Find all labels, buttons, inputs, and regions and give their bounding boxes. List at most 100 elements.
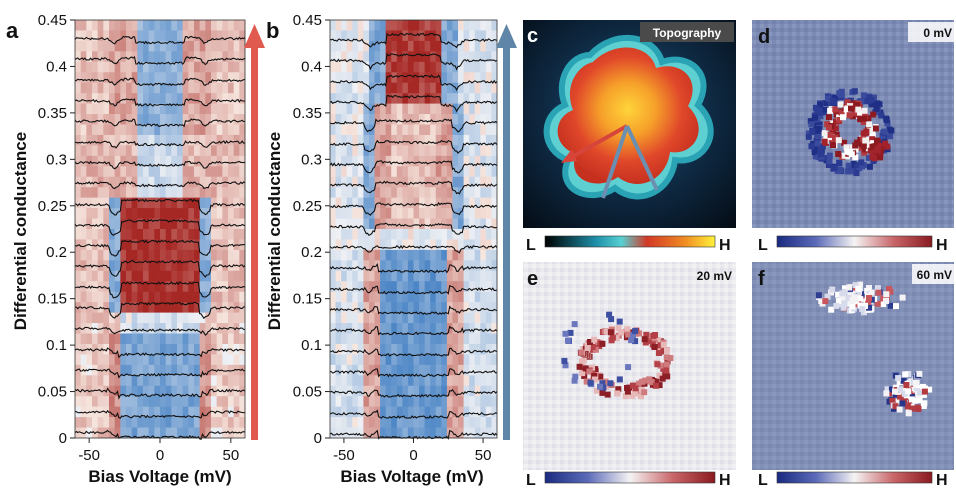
heatmap-cell: [391, 187, 398, 199]
heatmap-cell: [446, 61, 453, 73]
map-pixel: [652, 382, 659, 389]
heatmap-cell: [109, 364, 116, 376]
heatmap-cell: [205, 114, 212, 125]
heatmap-cell: [216, 249, 223, 261]
heatmap-cell: [109, 343, 116, 355]
heatmap-cell: [424, 302, 431, 313]
heatmap-cell: [357, 396, 364, 408]
heatmap-cell: [424, 312, 431, 324]
heatmap-cell: [126, 281, 133, 293]
heatmap-cell: [385, 187, 392, 199]
heatmap-cell: [75, 30, 82, 42]
heatmap-cell: [92, 396, 99, 408]
heatmap-cell: [205, 61, 212, 73]
heatmap-cell: [194, 124, 201, 136]
heatmap-cell: [199, 208, 206, 219]
heatmap-cell: [80, 93, 87, 104]
heatmap-cell: [352, 155, 359, 167]
heatmap-cell: [424, 229, 431, 240]
heatmap-cell: [419, 51, 426, 63]
map-pixel: [835, 151, 842, 157]
heatmap-cell: [92, 187, 99, 199]
heatmap-cell: [239, 427, 246, 439]
heatmap-cell: [211, 396, 218, 408]
heatmap-cell: [435, 82, 442, 94]
heatmap-cell: [233, 354, 240, 366]
map-pixel: [587, 339, 593, 345]
heatmap-cell: [485, 166, 492, 178]
arrow-blue: [496, 24, 517, 440]
heatmap-cell: [75, 197, 82, 209]
heatmap-cell: [120, 364, 127, 376]
heatmap-cell: [92, 20, 99, 31]
heatmap-cell: [228, 40, 235, 52]
map-pixel: [861, 295, 867, 302]
heatmap-cell: [363, 375, 370, 387]
heatmap-cell: [357, 40, 364, 52]
heatmap-cell: [385, 218, 392, 230]
heatmap-cell: [469, 291, 476, 303]
heatmap-cell: [480, 354, 487, 366]
heatmap-cell: [109, 187, 116, 199]
heatmap-cell: [374, 124, 381, 136]
heatmap-cell: [154, 427, 161, 439]
heatmap-cell: [435, 103, 442, 115]
heatmap-cell: [194, 354, 201, 366]
heatmap-cell: [491, 82, 498, 94]
heatmap-cell: [424, 61, 431, 73]
heatmap-cell: [188, 354, 195, 366]
heatmap-cell: [391, 197, 398, 209]
heatmap-cell: [199, 145, 206, 157]
heatmap-cell: [177, 343, 184, 355]
heatmap-cell: [194, 427, 201, 439]
heatmap-cell: [194, 51, 201, 63]
heatmap-cell: [469, 260, 476, 272]
heatmap-cell: [357, 82, 364, 94]
heatmap-cell: [474, 333, 481, 345]
heatmap-cell: [103, 239, 110, 251]
heatmap-cell: [357, 93, 364, 104]
map-pixel: [625, 331, 632, 338]
map-pixel: [877, 154, 884, 161]
heatmap-cell: [211, 333, 218, 345]
heatmap-cell: [233, 40, 240, 52]
heatmap-cell: [228, 114, 235, 125]
heatmap-cell: [80, 145, 87, 157]
heatmap-cell: [396, 375, 403, 387]
heatmap-cell: [352, 354, 359, 366]
heatmap-cell: [463, 375, 470, 387]
heatmap-cell: [171, 343, 178, 355]
heatmap-cell: [228, 218, 235, 230]
heatmap-cell: [233, 218, 240, 230]
heatmap-cell: [171, 385, 178, 397]
heatmap-cell: [424, 239, 431, 251]
heatmap-cell: [154, 103, 161, 115]
map-pixel: [855, 285, 862, 292]
heatmap-cell: [114, 406, 121, 418]
heatmap-cell: [199, 155, 206, 167]
heatmap-cell: [335, 93, 342, 104]
spectrum-line: [329, 32, 498, 49]
heatmap-cell: [188, 249, 195, 261]
colorbar-f-low: L: [758, 472, 768, 488]
map-pixel: [889, 397, 896, 404]
heatmap-cell: [228, 229, 235, 240]
heatmap-cell: [188, 40, 195, 52]
map-pixel: [814, 140, 821, 147]
heatmap-cell: [407, 218, 414, 230]
heatmap-cell: [469, 354, 476, 366]
heatmap-cell: [368, 145, 375, 157]
heatmap-cell: [407, 61, 414, 73]
heatmap-cell: [469, 364, 476, 376]
heatmap-cell: [385, 40, 392, 52]
heatmap-cell: [92, 270, 99, 282]
heatmap-cell: [171, 417, 178, 428]
spectrum-line: [329, 347, 498, 357]
heatmap-cell: [413, 187, 420, 199]
heatmap-cell: [335, 124, 342, 136]
heatmap-cell: [335, 249, 342, 261]
heatmap-cell: [396, 145, 403, 157]
heatmap-cell: [228, 145, 235, 157]
heatmap-cell: [430, 134, 437, 146]
map-pixel: [866, 121, 873, 128]
